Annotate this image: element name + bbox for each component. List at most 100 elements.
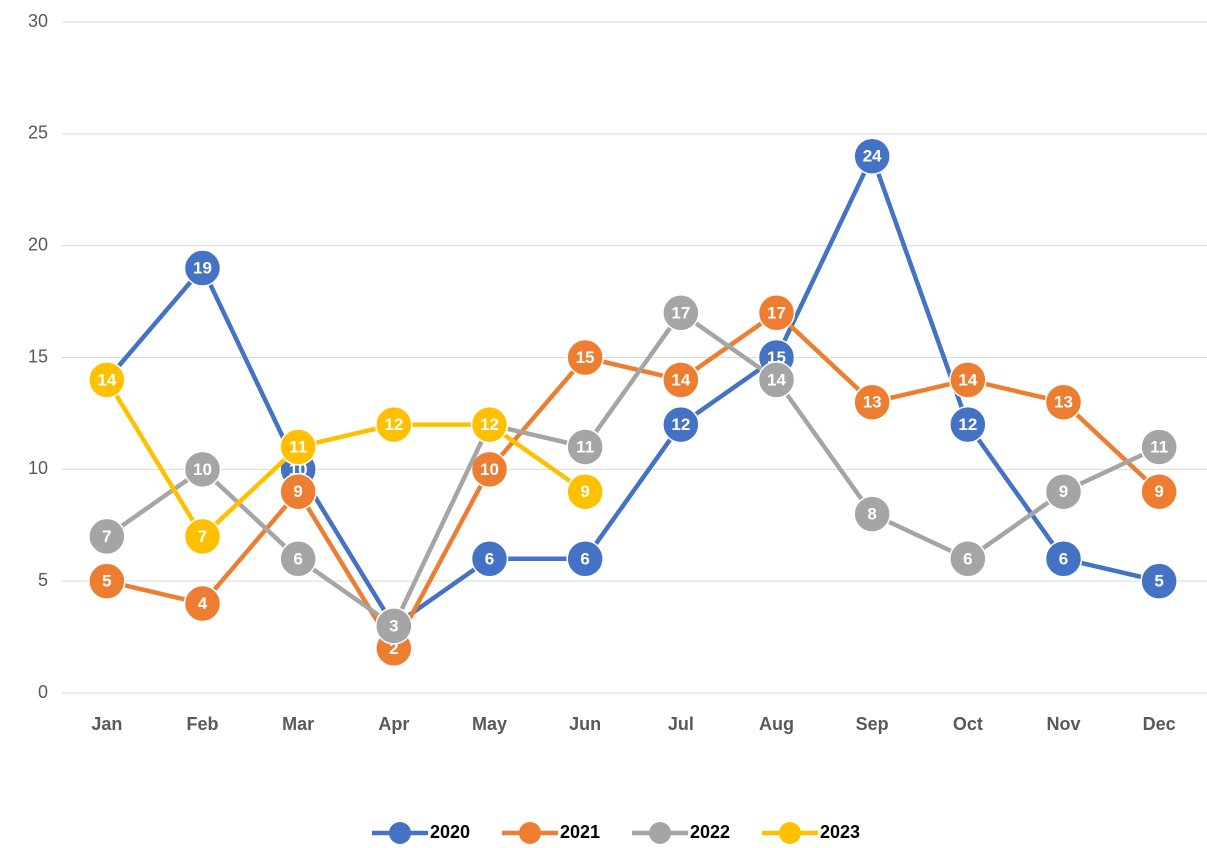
x-tick-label: May	[472, 714, 507, 734]
point-marker	[1140, 472, 1178, 511]
x-tick-label: Jan	[91, 714, 122, 734]
data-label: 12	[671, 415, 690, 434]
x-tick-label: Oct	[953, 714, 983, 734]
point-marker	[566, 472, 604, 511]
data-label: 12	[958, 415, 977, 434]
x-tick-label: Feb	[186, 714, 218, 734]
x-tick-label: Jun	[569, 714, 601, 734]
point-marker	[853, 495, 891, 533]
point-marker	[1044, 383, 1083, 421]
series-line	[105, 153, 1160, 629]
legend-label: 2020	[430, 822, 470, 842]
data-label: 12	[480, 415, 499, 434]
point-marker	[853, 383, 891, 421]
point-marker	[88, 517, 126, 556]
point-marker	[88, 562, 126, 600]
legend-marker	[389, 822, 411, 844]
point-marker	[1044, 540, 1083, 578]
point-marker	[566, 428, 604, 466]
legend-marker	[649, 822, 671, 844]
point-marker	[183, 584, 222, 623]
point-marker	[949, 405, 987, 444]
data-label: 14	[767, 370, 786, 389]
data-label: 9	[1059, 482, 1068, 501]
x-tick-label: Nov	[1046, 714, 1080, 734]
data-label: 9	[580, 482, 589, 501]
point-marker	[88, 361, 126, 399]
data-label: 6	[485, 549, 494, 568]
data-label: 6	[1059, 549, 1068, 568]
point-marker	[757, 294, 796, 332]
point-marker	[566, 540, 604, 578]
data-label: 6	[293, 549, 302, 568]
data-label: 11	[1150, 437, 1168, 456]
series-line	[104, 378, 587, 539]
point-marker	[375, 607, 413, 645]
data-label: 19	[193, 259, 212, 278]
data-label: 2	[389, 639, 398, 658]
point-marker	[470, 540, 509, 578]
x-tick-label: Dec	[1143, 714, 1176, 734]
point-marker	[662, 361, 700, 399]
data-label: 9	[1154, 482, 1163, 501]
y-tick-label: 10	[28, 458, 48, 478]
data-label: 11	[289, 437, 307, 456]
point-marker	[279, 540, 317, 578]
data-label: 6	[963, 549, 972, 568]
point-marker	[279, 472, 317, 511]
point-marker	[757, 361, 796, 399]
data-label: 3	[389, 616, 398, 635]
data-label: 10	[193, 460, 212, 479]
x-tick-label: Aug	[759, 714, 794, 734]
data-label: 17	[671, 303, 690, 322]
data-label: 7	[102, 527, 111, 546]
data-label: 24	[863, 147, 882, 166]
point-marker	[662, 294, 700, 332]
legend-marker	[519, 822, 541, 844]
point-marker	[1044, 472, 1083, 511]
x-tick-label: Jul	[668, 714, 694, 734]
y-tick-label: 5	[38, 570, 48, 590]
point-marker	[183, 450, 222, 489]
y-tick-label: 15	[28, 346, 48, 366]
series-line	[105, 310, 1161, 629]
data-label: 5	[1154, 572, 1163, 591]
point-marker	[1140, 428, 1178, 466]
point-marker	[662, 405, 700, 444]
data-label: 9	[293, 482, 302, 501]
data-label: 14	[671, 370, 690, 389]
data-label: 13	[863, 393, 882, 412]
point-marker	[853, 137, 891, 175]
point-marker	[375, 405, 413, 444]
y-tick-label: 0	[38, 682, 48, 702]
data-label: 15	[576, 348, 595, 367]
x-tick-label: Sep	[856, 714, 889, 734]
data-label: 11	[576, 437, 594, 456]
y-tick-label: 30	[28, 11, 48, 31]
point-marker	[1140, 562, 1178, 600]
legend-label: 2022	[690, 822, 730, 842]
legend-label: 2021	[560, 822, 600, 842]
data-label: 12	[384, 415, 403, 434]
data-label: 7	[198, 527, 207, 546]
data-label: 4	[198, 594, 208, 613]
legend-label: 2023	[820, 822, 860, 842]
point-marker	[279, 428, 317, 466]
point-marker	[470, 405, 509, 444]
y-tick-label: 25	[28, 123, 48, 143]
data-label: 14	[958, 370, 977, 389]
data-label: 13	[1054, 393, 1073, 412]
point-marker	[949, 540, 987, 578]
data-label: 17	[767, 303, 786, 322]
x-tick-label: Mar	[282, 714, 314, 734]
point-marker	[183, 517, 222, 556]
y-tick-label: 20	[28, 234, 48, 254]
legend-marker	[779, 822, 801, 844]
point-marker	[566, 338, 604, 377]
point-marker	[470, 450, 509, 489]
data-label: 6	[580, 549, 589, 568]
data-label: 8	[867, 505, 876, 524]
point-marker	[183, 249, 222, 287]
data-label: 5	[102, 572, 111, 591]
